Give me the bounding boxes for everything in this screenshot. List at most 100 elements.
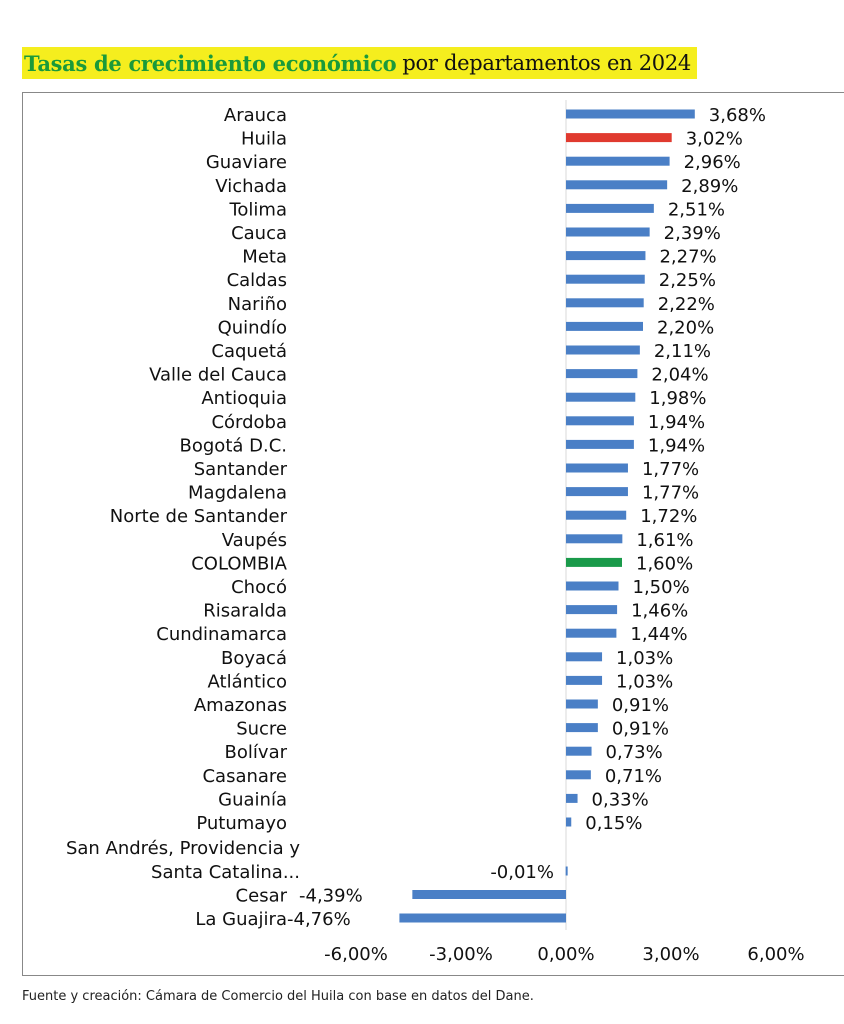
value-label-24: 1,03% [616,671,673,692]
category-label-31-line1: San Andrés, Providencia y [66,838,300,859]
category-label-24: Atlántico [208,671,287,692]
category-label-4: Tolima [228,199,287,220]
value-label-7: 2,25% [659,270,716,291]
bar-20 [566,581,619,591]
value-label-14: 1,94% [648,435,705,456]
value-label-4: 2,51% [668,199,725,220]
value-label-2: 2,96% [684,152,741,173]
bar-16 [566,487,628,497]
source-note: Fuente y creación: Cámara de Comercio de… [22,989,534,1004]
bar-5 [566,227,650,237]
bar-30 [566,817,572,827]
value-label-11: 2,04% [651,365,708,386]
category-label-30: Putumayo [196,813,287,834]
value-label-3: 2,89% [681,176,738,197]
category-label-6: Meta [242,247,287,268]
value-label-21: 1,46% [631,601,688,622]
bar-12 [566,392,636,402]
x-tick-label-0: -6,00% [324,944,388,965]
bar-chart: Arauca 3,68% Huila 3,02% Guaviare 2,96% Vichad… [66,100,805,965]
bar-8 [566,298,644,308]
x-tick-label-2: 0,00% [537,944,594,965]
bar-33 [399,913,566,923]
category-label-14: Bogotá D.C. [180,435,287,456]
category-label-17: Norte de Santander [110,506,288,527]
bar-11 [566,369,638,379]
value-label-16: 1,77% [642,483,699,504]
bar-27 [566,746,592,756]
bar-2 [566,156,670,166]
category-label-15: Santander [194,459,288,480]
bar-14 [566,439,634,449]
bar-18 [566,534,623,544]
bar-29 [566,793,578,803]
x-tick-label-3: 3,00% [642,944,699,965]
bar-9 [566,321,643,331]
chart-title-rest: por departamentos en 2024 [402,51,691,75]
bar-23 [566,652,603,662]
value-label-31: -0,01% [490,862,554,883]
bar-7 [566,274,645,284]
category-label-29: Guainía [218,789,287,810]
category-label-0: Arauca [224,105,287,126]
bar-32 [412,890,566,899]
category-label-27: Bolívar [225,742,288,763]
value-label-9: 2,20% [657,317,714,338]
category-label-21: Risaralda [203,601,287,622]
value-label-12: 1,98% [649,388,706,409]
value-label-5: 2,39% [664,223,721,244]
category-label-26: Sucre [236,719,287,740]
bar-22 [566,628,617,638]
category-label-22: Cundinamarca [156,624,287,645]
value-label-33: -4,76% [287,909,351,930]
bar-17 [566,510,627,520]
category-label-5: Cauca [231,223,287,244]
value-label-22: 1,44% [630,624,687,645]
value-label-19: 1,60% [636,553,693,574]
value-label-6: 2,27% [659,247,716,268]
category-label-12: Antioquia [201,388,287,409]
value-label-10: 2,11% [654,341,711,362]
bar-26 [566,723,598,733]
bar-24 [566,675,603,685]
category-label-9: Quindío [218,317,287,338]
value-label-32: -4,39% [299,886,363,907]
x-tick-label-4: 6,00% [747,944,804,965]
category-label-33: La Guajira [195,909,287,930]
bar-10 [566,345,640,355]
category-label-8: Nariño [228,294,287,315]
category-label-20: Chocó [231,577,287,598]
category-label-10: Caquetá [211,341,287,362]
bar-31 [565,866,568,876]
value-label-28: 0,71% [605,766,662,787]
value-label-17: 1,72% [640,506,697,527]
category-label-1: Huila [241,129,287,150]
category-label-23: Boyacá [221,648,287,669]
category-label-31-line2: Santa Catalina... [151,862,300,883]
category-label-16: Magdalena [188,483,287,504]
category-label-3: Vichada [215,176,287,197]
bar-28 [566,770,591,780]
bar-0 [566,109,695,119]
value-label-1: 3,02% [686,129,743,150]
bar-4 [566,203,654,213]
bar-21 [566,605,618,615]
category-label-28: Casanare [202,766,287,787]
value-label-29: 0,33% [592,789,649,810]
category-label-32: Cesar [236,886,288,907]
category-label-25: Amazonas [194,695,287,716]
category-label-2: Guaviare [206,152,287,173]
value-label-0: 3,68% [709,105,766,126]
chart-title: Tasas de crecimiento económico por depar… [22,47,697,79]
bar-1 [566,133,672,143]
category-label-11: Valle del Cauca [149,365,287,386]
value-label-23: 1,03% [616,648,673,669]
bar-15 [566,463,628,473]
value-label-18: 1,61% [636,530,693,551]
value-label-15: 1,77% [642,459,699,480]
chart-frame [22,92,844,976]
value-label-30: 0,15% [585,813,642,834]
bar-13 [566,416,634,426]
category-label-19: COLOMBIA [191,553,287,574]
x-tick-label-1: -3,00% [429,944,493,965]
